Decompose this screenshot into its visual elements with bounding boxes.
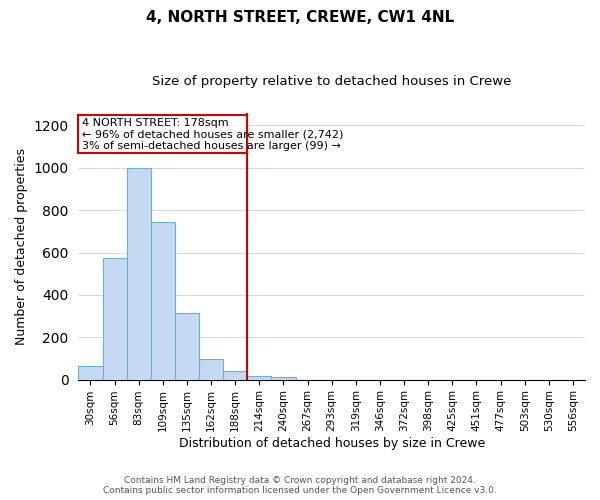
Bar bbox=[175, 313, 199, 380]
Y-axis label: Number of detached properties: Number of detached properties bbox=[15, 148, 28, 344]
Bar bbox=[247, 376, 271, 380]
Bar bbox=[151, 222, 175, 380]
Bar bbox=[199, 360, 223, 380]
Bar bbox=[79, 366, 103, 380]
Text: 4 NORTH STREET: 178sqm
← 96% of detached houses are smaller (2,742)
3% of semi-d: 4 NORTH STREET: 178sqm ← 96% of detached… bbox=[82, 118, 343, 152]
Text: 4, NORTH STREET, CREWE, CW1 4NL: 4, NORTH STREET, CREWE, CW1 4NL bbox=[146, 10, 454, 25]
Bar bbox=[271, 378, 296, 380]
Text: Contains HM Land Registry data © Crown copyright and database right 2024.
Contai: Contains HM Land Registry data © Crown c… bbox=[103, 476, 497, 495]
Bar bbox=[103, 258, 127, 380]
X-axis label: Distribution of detached houses by size in Crewe: Distribution of detached houses by size … bbox=[179, 437, 485, 450]
FancyBboxPatch shape bbox=[79, 115, 247, 153]
Title: Size of property relative to detached houses in Crewe: Size of property relative to detached ho… bbox=[152, 75, 511, 88]
Bar bbox=[223, 371, 247, 380]
Bar bbox=[127, 168, 151, 380]
